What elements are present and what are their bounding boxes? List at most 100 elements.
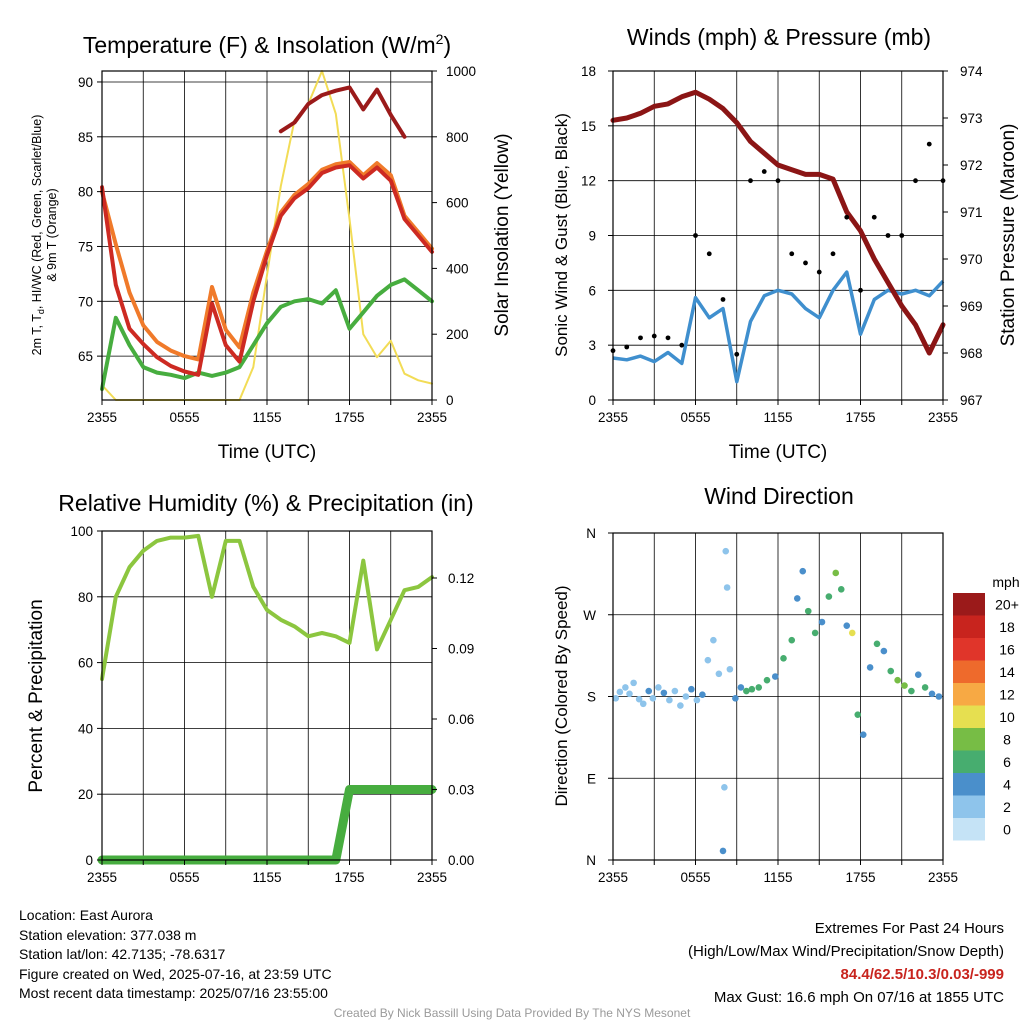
series-td	[100, 277, 434, 391]
gust-point	[720, 297, 726, 302]
rh-ytick-label: 20	[78, 787, 93, 802]
extremes-summary: Extremes For Past 24 Hours (High/Low/Max…	[688, 917, 1004, 1009]
winds-panel: Winds (mph) & Pressure (mb) 2355 0555 1155…	[552, 24, 1019, 463]
direction-point	[780, 655, 787, 662]
wind-ytick-label: 15	[581, 119, 596, 134]
colorbar-label: 8	[1003, 731, 1011, 747]
series-hi	[278, 85, 407, 139]
gust-point	[775, 178, 781, 184]
rh-ytick-label: 80	[78, 590, 93, 605]
rh-xtick-label: 0555	[169, 870, 199, 885]
colorbar-label: 2	[1003, 799, 1011, 815]
wind-ytick-label: 18	[581, 64, 596, 79]
direction-point	[722, 547, 730, 555]
direction-point	[928, 690, 936, 698]
temp-xtick-label: 0555	[169, 410, 199, 425]
direction-point	[832, 569, 840, 577]
created-text: Figure created on Wed, 2025-07-16, at 23…	[19, 965, 332, 982]
wind-y-axis-label: Sonic Wind & Gust (Blue, Black)	[552, 113, 571, 357]
pressure-y-axis-label: Station Pressure (Maroon)	[998, 124, 1019, 347]
direction-point	[622, 684, 629, 691]
colorbar-swatch	[953, 683, 985, 706]
direction-point	[723, 584, 731, 591]
pressure-ytick-label: 973	[960, 111, 983, 126]
direction-point	[921, 684, 929, 691]
gust-point	[638, 335, 643, 341]
colorbar-label: 4	[1003, 776, 1011, 792]
dir-ytick-label: S	[587, 690, 596, 705]
direction-point	[737, 684, 745, 691]
direction-point	[726, 665, 734, 673]
direction-point	[748, 685, 756, 693]
temperature-y-axis-label-line2: & 9m T (Orange)	[45, 188, 59, 281]
gust-point	[734, 351, 740, 357]
colorbar-label: 20+	[995, 596, 1019, 612]
colorbar-label: 18	[999, 619, 1015, 635]
insolation-ytick-label: 0	[446, 393, 454, 408]
direction-point	[804, 607, 812, 615]
direction-point	[660, 689, 668, 697]
colorbar-label: 10	[999, 709, 1015, 725]
winds-title: Winds (mph) & Pressure (mb)	[627, 24, 931, 50]
colorbar-label: 6	[1003, 754, 1011, 770]
direction-point	[612, 695, 620, 702]
rh-ytick-label: 60	[78, 656, 93, 671]
dir-ytick-label: E	[587, 771, 596, 786]
direction-point	[682, 693, 690, 700]
colorbar-swatch	[953, 615, 985, 638]
max-gust-text: Max Gust: 16.6 mph On 07/16 at 1855 UTC	[713, 989, 1004, 1006]
rh-ytick-label: 40	[78, 721, 93, 736]
direction-point	[788, 636, 796, 644]
pressure-ytick-label: 968	[960, 346, 983, 361]
gust-point	[693, 233, 698, 238]
gust-point	[830, 251, 836, 257]
direction-point	[688, 685, 695, 693]
direction-point	[894, 676, 901, 684]
series-2m-t	[100, 163, 434, 377]
direction-point	[837, 586, 845, 593]
temp-ytick-label: 85	[78, 130, 93, 145]
colorbar-swatch	[953, 705, 985, 728]
direction-point	[908, 687, 915, 695]
extremes-title: Extremes For Past 24 Hours	[814, 920, 1004, 937]
station-info: Location: East Aurora Station elevation:…	[19, 906, 332, 1004]
direction-point	[854, 711, 862, 718]
temp-ytick-label: 65	[78, 349, 93, 364]
pressure-ytick-label: 967	[960, 393, 983, 408]
gust-point	[858, 287, 863, 293]
dir-xtick-label: 1755	[845, 870, 875, 885]
colorbar-swatch	[953, 660, 985, 683]
direction-point	[677, 702, 684, 709]
insolation-ytick-label: 1000	[446, 64, 476, 79]
elevation-text: Station elevation: 377.038 m	[19, 926, 197, 943]
rh-xtick-label: 2355	[417, 870, 447, 885]
temp-ytick-label: 90	[78, 75, 93, 90]
direction-point	[793, 595, 801, 602]
direction-point	[635, 695, 643, 703]
rh-ytick-label: 0	[85, 853, 93, 868]
direction-point	[859, 731, 867, 738]
direction-point	[763, 676, 771, 684]
direction-point	[704, 656, 712, 664]
direction-point	[743, 687, 750, 695]
direction-point	[825, 593, 833, 600]
direction-point	[655, 684, 662, 691]
wind-xtick-label: 0555	[680, 410, 710, 425]
insolation-ytick-label: 400	[446, 261, 469, 276]
gust-point	[926, 141, 932, 147]
humidity-panel: Relative Humidity (%) & Precipitation (i…	[26, 490, 474, 885]
gust-point	[706, 251, 712, 257]
precip-ytick-label: 0.06	[448, 712, 474, 727]
temperature-x-axis-label: Time (UTC)	[218, 442, 317, 463]
direction-point	[699, 691, 706, 698]
direction-point	[693, 696, 701, 704]
direction-point	[811, 629, 819, 637]
direction-point	[721, 784, 728, 791]
dir-xtick-label: 2355	[928, 870, 958, 885]
direction-point	[666, 696, 673, 704]
gust-point	[789, 251, 795, 257]
direction-point	[771, 673, 779, 680]
temp-ytick-label: 80	[78, 185, 93, 200]
pressure-ytick-label: 971	[960, 205, 983, 220]
temperature-panel: Temperature (F) & Insolation (W/m2) 2355…	[30, 31, 513, 463]
